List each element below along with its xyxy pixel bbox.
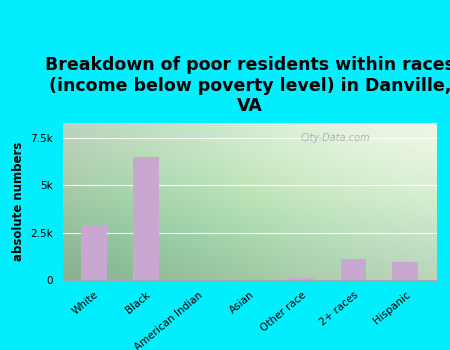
Bar <box>237 279 263 280</box>
Text: City-Data.com: City-Data.com <box>301 133 370 143</box>
Bar <box>133 157 159 280</box>
Title: Breakdown of poor residents within races
(income below poverty level) in Danvill: Breakdown of poor residents within races… <box>45 56 450 116</box>
Bar <box>81 225 107 280</box>
Bar <box>392 262 418 280</box>
Bar <box>288 278 315 280</box>
Y-axis label: absolute numbers: absolute numbers <box>12 141 25 261</box>
Bar <box>341 259 366 280</box>
